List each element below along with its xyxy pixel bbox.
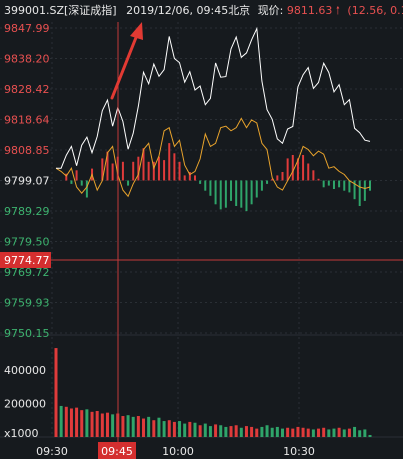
volume-bar: [342, 429, 346, 437]
volume-bar: [306, 428, 310, 437]
volume-bar: [347, 428, 351, 437]
crosshair-time-value: 09:45: [101, 445, 133, 458]
price-tick-label: 9750.15: [4, 327, 50, 340]
volume-bar: [157, 417, 161, 437]
header-info: 399001.SZ[深证成指] 2019/12/06, 09:45北京 现价: …: [4, 3, 403, 17]
volume-bar: [167, 420, 171, 437]
price-tick-label: 9818.64: [4, 113, 50, 126]
price-tick-label: 9808.85: [4, 144, 50, 157]
volume-bar: [121, 416, 125, 437]
volume-bar: [147, 416, 151, 437]
price-change: (12.56, 0.13%): [347, 4, 403, 17]
price-line: [56, 26, 371, 169]
volume-bar: [244, 426, 248, 437]
volume-bar: [172, 421, 176, 437]
time-tick-label: 10:30: [283, 445, 315, 458]
volume-bar: [337, 427, 341, 437]
volume-bar: [152, 420, 156, 437]
price-tick-label: 9789.29: [4, 205, 50, 218]
volume-bar: [301, 427, 305, 437]
price-tick-label: 9847.99: [4, 22, 50, 35]
volume-bar: [296, 426, 300, 437]
volume-bar: [255, 428, 259, 437]
volume-bar: [105, 412, 109, 437]
volume-bar: [265, 425, 269, 437]
volume-bar: [203, 423, 207, 437]
volume-bar: [219, 425, 223, 437]
volume-bar: [193, 422, 197, 437]
volume-bar: [368, 434, 372, 437]
volume-bar: [280, 428, 284, 437]
volume-bar: [275, 426, 279, 437]
volume-bar: [332, 428, 336, 437]
volume-bar: [64, 406, 68, 437]
time-tick-label: 09:30: [36, 445, 68, 458]
volume-bar: [111, 414, 115, 437]
time-tick-label: 10:00: [162, 445, 194, 458]
current-price: 9811.63: [287, 4, 333, 17]
price-axis: 9847.99 9838.20 9828.42 9818.64 9808.85 9799.…: [4, 22, 50, 340]
volume-bar: [131, 416, 135, 437]
volume-bar: [198, 425, 202, 437]
crosshair-price-value: 9774.77: [4, 254, 50, 267]
avg-line: [55, 117, 371, 198]
volume-tick-label: 400000: [4, 364, 46, 377]
volume-bar: [75, 407, 79, 437]
volume-bar: [136, 416, 140, 437]
volume-bar: [178, 421, 182, 437]
volume-bar: [270, 427, 274, 437]
volume-bar: [59, 405, 63, 437]
volume-bar: [353, 426, 357, 437]
up-arrow-icon: 🠑: [336, 4, 340, 17]
price-tick-label: 9779.50: [4, 236, 50, 249]
price-caption: 现价:: [258, 4, 284, 17]
volume-bar: [234, 425, 238, 437]
volume-bar: [100, 413, 104, 437]
volume-bar: [183, 423, 187, 437]
volume-bar: [311, 429, 315, 437]
price-tick-label: 9759.93: [4, 297, 50, 310]
volume-bar: [224, 426, 228, 437]
volume-bar: [327, 429, 331, 437]
volume-bar: [291, 428, 295, 437]
volume-bar: [54, 348, 58, 437]
datetime-label: 2019/12/06, 09:45北京: [126, 3, 250, 17]
volume-bar: [214, 424, 218, 437]
volume-tick-label: 200000: [4, 397, 46, 410]
volume-bar: [142, 418, 146, 437]
price-tick-label: 9769.72: [4, 266, 50, 279]
volume-bar: [239, 427, 243, 437]
volume-axis: 400000 200000 x1000: [4, 364, 46, 440]
volume-bar: [208, 426, 212, 437]
volume-bar: [95, 410, 99, 437]
price-tick-label: 9799.07: [4, 175, 50, 188]
volume-bar: [260, 426, 264, 437]
volume-bar: [358, 430, 362, 437]
volume-bars: [54, 348, 372, 437]
volume-bar: [363, 429, 367, 437]
volume-bar: [85, 409, 89, 437]
volume-bar: [126, 415, 130, 437]
volume-bar: [69, 408, 73, 437]
volume-bar: [162, 421, 166, 437]
crosshair-time-tag: 09:45: [98, 442, 136, 459]
volume-unit-label: x1000: [4, 427, 39, 440]
grid: [0, 22, 403, 438]
volume-bar: [80, 410, 84, 437]
volume-bar: [90, 411, 94, 437]
breadth-bars: [65, 143, 371, 212]
volume-bar: [250, 426, 254, 437]
volume-bar: [286, 427, 290, 437]
time-axis: 09:30 10:00 10:30: [36, 445, 315, 458]
crosshair-price-tag: 9774.77: [0, 252, 51, 268]
volume-bar: [317, 428, 321, 437]
volume-bar: [229, 426, 233, 437]
annotation-arrow-icon: [110, 22, 143, 100]
volume-bar: [322, 427, 326, 437]
volume-bar: [188, 421, 192, 437]
price-tick-label: 9838.20: [4, 53, 50, 66]
price-tick-label: 9828.42: [4, 83, 50, 96]
symbol-label: 399001.SZ[深证成指]: [4, 3, 117, 17]
